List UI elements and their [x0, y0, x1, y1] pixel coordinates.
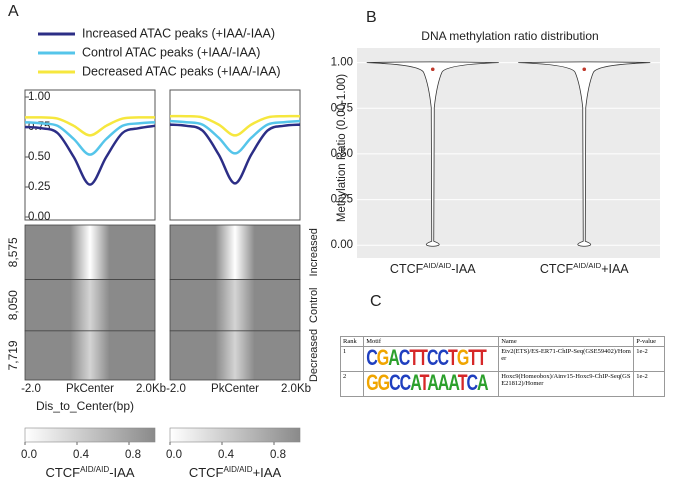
row-count-label: 8,575: [6, 237, 20, 267]
y-tick-label: 0.25: [28, 181, 50, 193]
table-cell: CGACTTCCTGTT: [363, 346, 500, 372]
panel-label: A: [8, 3, 19, 20]
colorbar-tick-label: 0.8: [270, 449, 286, 461]
x-tick-label: -2.0: [21, 383, 41, 395]
legend-label: Control ATAC peaks (+IAA/-IAA): [82, 45, 260, 59]
condition-label: CTCFAID/AID-IAA: [390, 261, 476, 276]
y-tick-label: 0.75: [331, 102, 353, 114]
y-tick-label: 0.50: [28, 151, 50, 163]
plot-background: [357, 48, 660, 258]
condition-name: CTCF: [189, 465, 224, 480]
median-point: [582, 67, 587, 72]
y-tick-label: 0.00: [28, 211, 50, 223]
row-group-label: Increased: [308, 228, 320, 276]
y-tick-label: 0.25: [331, 194, 353, 206]
table-cell: Etv2(ETS)/ES-ER71-ChIP-Seq(GSE59402)/Hom…: [498, 346, 635, 372]
cell-text: 1e-2: [636, 348, 648, 355]
violin: [366, 61, 499, 247]
motif-logo: GGCCATAAATCA: [366, 372, 488, 396]
profile-line: [24, 116, 156, 137]
table-header: Name: [498, 336, 635, 347]
panel-label: C: [370, 293, 382, 310]
x-tick-label: PkCenter: [66, 383, 114, 395]
table-cell: 1e-2: [633, 346, 665, 372]
y-tick-label: 1.00: [331, 57, 353, 69]
condition-suffix: +IAA: [601, 262, 629, 276]
heatmap-group: [24, 224, 156, 280]
profile-line: [24, 124, 156, 186]
condition-name: CTCF: [390, 262, 424, 276]
table-cell: 1: [339, 346, 365, 372]
motif-table: Rank Motif Name P-value 1 CGACTTCCTGTT Etv2(ET…: [339, 336, 665, 397]
violin: [518, 61, 651, 247]
condition-name: CTCF: [540, 262, 574, 276]
colorbar-tick-label: 0.0: [166, 449, 182, 461]
motif-logo: CGACTTCCTGTT: [366, 347, 487, 371]
condition-suffix: -IAA: [109, 465, 135, 480]
legend-label: Decreased ATAC peaks (+IAA/-IAA): [82, 64, 281, 78]
plot-frame: [169, 89, 301, 221]
chart-title: DNA methylation ratio distribution: [421, 29, 598, 43]
heatmap-group: [169, 224, 301, 280]
y-tick-label: 0.50: [331, 148, 353, 160]
table-cell: 2: [339, 371, 365, 397]
panel-label: B: [366, 9, 377, 26]
cell-text: Etv2(ETS)/ES-ER71-ChIP-Seq(GSE59402)/Hom…: [501, 348, 631, 362]
table-header: Rank: [339, 336, 365, 347]
profile-line: [169, 123, 301, 185]
condition-label: CTCFAID/AID+IAA: [540, 261, 629, 276]
colorbar-tick-label: 0.4: [218, 449, 235, 461]
x-tick-label: 2.0Kb: [281, 383, 311, 395]
heatmap-group: [169, 330, 301, 381]
table-cell: Hoxc9(Homeobox)/Ainv15-Hoxc9-ChIP-Seq(GS…: [498, 371, 635, 397]
median-point: [430, 67, 435, 72]
y-axis-label: Methylation Ratio (0.00-1.00): [336, 74, 348, 222]
condition-label: CTCFAID/AID-IAA: [45, 465, 134, 480]
row-group-label: Decreased: [308, 329, 320, 382]
x-axis-label: Dis_to_Center(bp): [36, 399, 134, 413]
table-row: 1 CGACTTCCTGTT Etv2(ETS)/ES-ER71-ChIP-Seq(…: [339, 346, 665, 372]
heatmap-group: [24, 279, 156, 332]
colorbar-tick-label: 0.0: [21, 449, 37, 461]
colorbar: [24, 427, 156, 443]
y-tick-label: 0.00: [331, 239, 353, 251]
condition-name: CTCF: [45, 465, 80, 480]
heatmap-group: [24, 330, 156, 381]
colorbar-tick-label: 0.8: [125, 449, 141, 461]
legend-label: Increased ATAC peaks (+IAA/-IAA): [82, 26, 275, 40]
condition-sup: AID/AID: [224, 465, 253, 474]
table-header: P-value: [633, 336, 665, 347]
condition-sup: AID/AID: [573, 261, 601, 270]
row-count-label: 7,719: [6, 340, 20, 370]
condition-sup: AID/AID: [80, 465, 109, 474]
colorbar: [169, 427, 301, 443]
condition-label: CTCFAID/AID+IAA: [189, 465, 282, 480]
table-header-row: Rank Motif Name P-value: [339, 336, 665, 347]
condition-suffix: +IAA: [253, 465, 282, 480]
heatmap-group: [169, 279, 301, 332]
table-cell: 1e-2: [633, 371, 665, 397]
condition-suffix: -IAA: [451, 262, 476, 276]
x-tick-label: PkCenter: [211, 383, 259, 395]
row-count-label: 8,050: [6, 290, 20, 320]
cell-text: 2: [343, 373, 347, 380]
y-tick-label: 1.00: [28, 91, 50, 103]
cell-text: 1: [343, 348, 347, 355]
table-cell: GGCCATAAATCA: [363, 371, 500, 397]
cell-text: Hoxc9(Homeobox)/Ainv15-Hoxc9-ChIP-Seq(GS…: [501, 373, 631, 387]
profile-line: [169, 114, 301, 137]
profile-line: [24, 120, 156, 156]
row-group-label: Control: [308, 287, 320, 322]
table-row: 2 GGCCATAAATCA Hoxc9(Homeobox)/Ainv15-Hoxc…: [339, 371, 665, 397]
x-tick-label: -2.0: [166, 383, 186, 395]
colorbar-tick-label: 0.4: [73, 449, 90, 461]
cell-text: 1e-2: [636, 373, 648, 380]
condition-sup: AID/AID: [423, 261, 451, 270]
x-tick-label: 2.0Kb: [136, 383, 166, 395]
profile-line: [169, 119, 301, 155]
